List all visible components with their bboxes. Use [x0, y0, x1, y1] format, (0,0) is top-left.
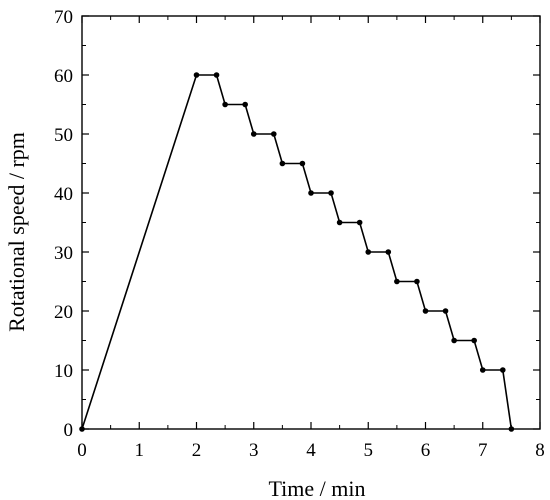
y-tick-label: 50 — [54, 125, 73, 146]
data-point — [193, 72, 200, 78]
y-tick-label: 60 — [54, 66, 73, 87]
x-tick-label: 1 — [135, 440, 145, 461]
y-tick-label: 40 — [54, 184, 73, 205]
data-point — [308, 190, 314, 196]
data-point — [385, 249, 392, 255]
data-point — [336, 219, 343, 226]
data-point — [442, 308, 449, 314]
x-tick-label: 0 — [77, 440, 87, 461]
chart-marks — [79, 72, 515, 432]
data-point — [242, 101, 248, 108]
y-tick-label: 30 — [54, 243, 73, 264]
data-point — [422, 308, 429, 314]
data-point — [365, 249, 372, 255]
x-tick-label: 4 — [306, 440, 316, 461]
plot-frame — [81, 15, 541, 430]
x-tick-label: 7 — [478, 440, 488, 461]
y-tick-label: 0 — [64, 420, 74, 441]
data-point — [394, 278, 400, 285]
data-point — [451, 337, 457, 344]
data-point — [471, 337, 477, 344]
x-tick-label: 5 — [364, 440, 374, 461]
y-tick-label: 10 — [54, 361, 73, 382]
x-axis-label: Time / min — [269, 476, 366, 500]
data-point — [299, 160, 306, 167]
data-point — [414, 278, 420, 285]
data-point — [328, 190, 334, 196]
y-tick-label: 70 — [54, 7, 73, 28]
x-tick-label: 6 — [421, 440, 431, 461]
series-line — [81, 74, 513, 430]
x-tick-label: 8 — [535, 440, 545, 461]
data-point — [279, 160, 286, 167]
data-point — [213, 72, 220, 78]
data-point — [222, 101, 228, 108]
y-tick-label: 20 — [54, 302, 73, 323]
data-point — [499, 367, 506, 373]
data-point — [479, 367, 486, 373]
data-point — [270, 131, 277, 137]
x-tick-label: 2 — [192, 440, 202, 461]
data-point — [356, 219, 363, 226]
chart-axes: 0 1 2 3 4 5 6 7 8 0 10 20 30 40 50 60 70 — [54, 7, 545, 461]
x-tick-label: 3 — [249, 440, 259, 461]
y-axis-label: Rotational speed / rpm — [4, 132, 29, 332]
data-point — [250, 131, 257, 137]
